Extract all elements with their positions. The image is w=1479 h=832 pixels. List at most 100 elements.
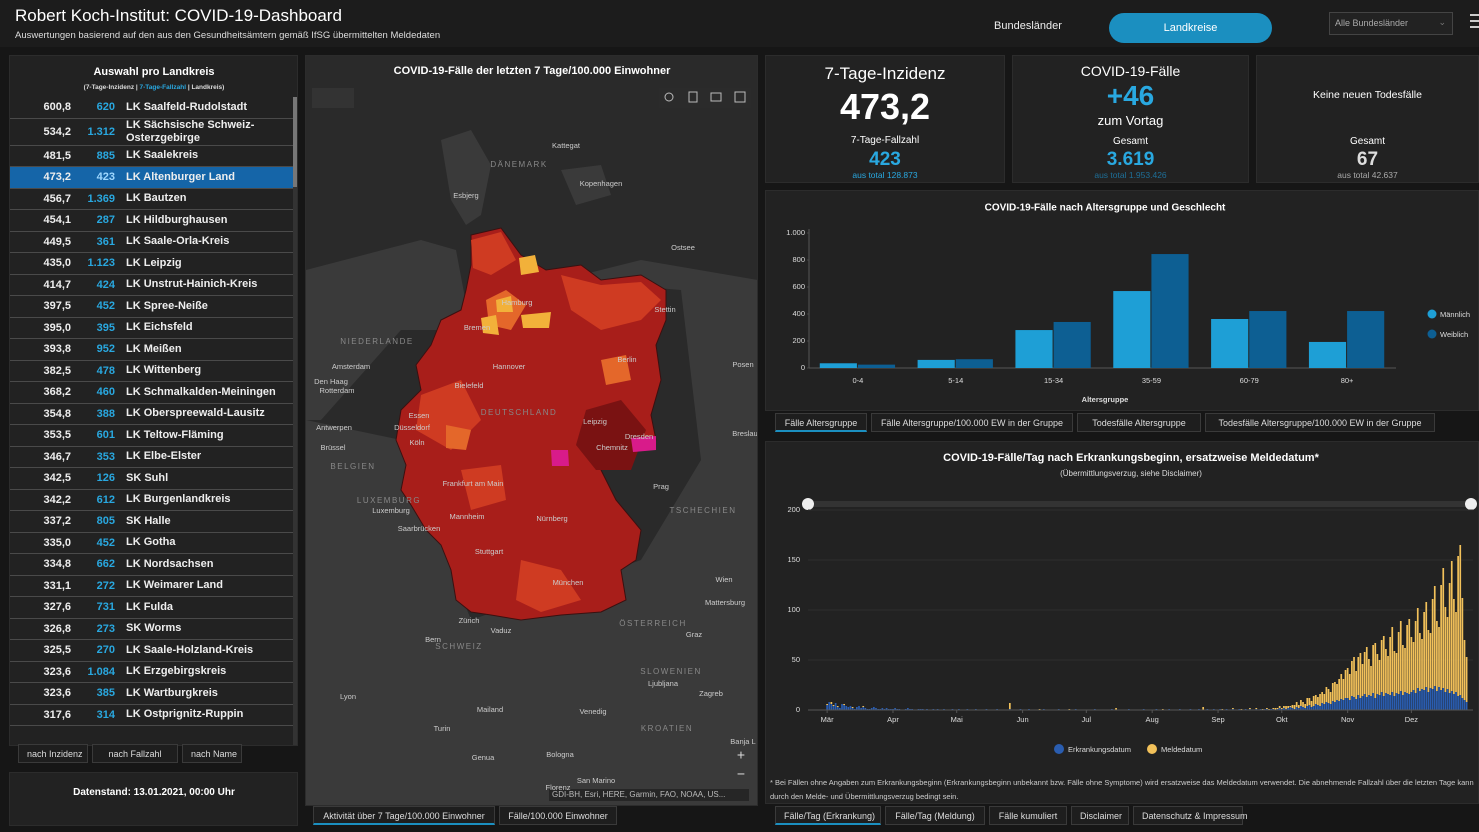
tab-button[interactable]: nach Fallzahl [92, 744, 178, 763]
toolbar-button[interactable] [659, 88, 751, 108]
map-toolbar: + − [312, 88, 751, 782]
county-row[interactable]: 337,2 805 SK Halle [10, 511, 293, 533]
y-tick-label: 150 [787, 555, 800, 564]
range-slider[interactable] [808, 501, 1473, 507]
tab-button[interactable]: Fälle/Tag (Meldung) [885, 806, 985, 825]
kpi-title: 7-Tage-Inzidenz [824, 64, 946, 83]
bar-segment [1293, 705, 1296, 709]
bar-segment [1387, 656, 1389, 694]
bar-segment [1306, 698, 1309, 706]
county-row[interactable]: 534,2 1.312 LK Sächsische Schweiz-Osterzge… [10, 119, 293, 146]
tab-button[interactable]: Datenschutz & Impressum [1133, 806, 1248, 825]
county-row[interactable]: 393,8 952 LK Meißen [10, 339, 293, 361]
toolbar-button[interactable] [312, 88, 354, 108]
search-icon[interactable] [664, 92, 674, 102]
bar-segment [1357, 657, 1360, 695]
scrollbar[interactable] [293, 97, 297, 745]
county-row[interactable]: 323,6 1.084 LK Erzgebirgskreis [10, 662, 293, 683]
tab-button[interactable]: Todesfälle Altersgruppe/100.000 EW in de… [1205, 413, 1435, 432]
county-row[interactable]: 354,8 388 LK Oberspreewald-Lausitz [10, 404, 293, 425]
county-row[interactable]: 481,5 885 LK Saalekreis [10, 146, 293, 167]
header: Robert Koch-Institut: COVID-19-Dashboard… [0, 0, 1479, 47]
county-row[interactable]: 323,6 385 LK Wartburgkreis [10, 683, 293, 705]
case-count: 395 [96, 321, 115, 334]
bar-segment [841, 704, 843, 710]
map-label: Hannover [493, 362, 526, 371]
bar-segment [1008, 703, 1011, 709]
map-label: Mattersburg [705, 598, 745, 607]
map-label: Luxemburg [372, 506, 410, 515]
county-row[interactable]: 368,2 460 LK Schmalkalden-Meiningen [10, 382, 293, 404]
county-row[interactable]: 395,0 395 LK Eichsfeld [10, 318, 293, 339]
tab-button[interactable]: Fälle Altersgruppe/100.000 EW in der Gru… [871, 413, 1073, 432]
x-tick-label: 0-4 [852, 376, 863, 385]
tab-bundeslaender[interactable]: Bundesländer [994, 20, 1062, 32]
county-row[interactable]: 335,0 452 LK Gotha [10, 533, 293, 554]
zoom-out[interactable]: − [737, 766, 745, 782]
dropdown[interactable]: Alle Bundesländer ⌄ [1329, 12, 1453, 35]
county-row[interactable]: 317,6 314 LK Ostprignitz-Ruppin [10, 705, 293, 726]
tab-button[interactable]: Aktivität über 7 Tage/100.000 Einwohner [313, 806, 495, 825]
county-row[interactable]: 327,6 731 LK Fulda [10, 597, 293, 619]
tab-button[interactable]: nach Name [182, 744, 242, 763]
tab-button[interactable]: Disclaimer [1071, 806, 1129, 825]
tab-button[interactable]: Fälle kumuliert [989, 806, 1067, 825]
map-label: Bologna [546, 750, 574, 759]
bar-segment [873, 707, 875, 710]
slider-handle[interactable] [802, 498, 814, 510]
bar-segment [1427, 630, 1430, 692]
case-count: 452 [96, 300, 115, 313]
bar-segment [1365, 697, 1368, 710]
kpi-value: 473,2 [839, 86, 931, 127]
county-row[interactable]: 600,8 620 LK Saalfeld-Rudolstadt [10, 97, 293, 119]
x-tick-label: 80+ [1341, 376, 1354, 385]
zoom-in[interactable]: + [737, 747, 745, 763]
county-row[interactable]: 334,8 662 LK Nordsachsen [10, 554, 293, 576]
kpi-sub-value: 3.619 [1106, 149, 1155, 170]
bar-segment [1342, 700, 1345, 710]
bar-segment [1357, 695, 1360, 710]
tab-landkreise[interactable]: Landkreise [1109, 13, 1272, 43]
bar-segment [1433, 586, 1436, 686]
incidence: 325,5 [43, 644, 71, 657]
county-row[interactable]: 397,5 452 LK Spree-Neiße [10, 296, 293, 318]
county-row[interactable]: 382,5 478 LK Wittenberg [10, 361, 293, 382]
tab-button[interactable]: Todesfälle Altersgruppe [1077, 413, 1201, 432]
grid-icon[interactable] [734, 91, 746, 103]
county-row[interactable]: 346,7 353 LK Elbe-Elster [10, 447, 293, 468]
bar-segment [1314, 704, 1317, 710]
bookmark-icon[interactable] [688, 91, 698, 103]
county-row[interactable]: 473,2 423 LK Altenburger Land [10, 167, 293, 189]
list-icon[interactable] [710, 92, 722, 102]
bar-segment [864, 708, 867, 710]
map-label: KROATIEN [641, 724, 693, 733]
tab-button[interactable]: nach Inzidenz [18, 744, 88, 763]
x-tick-label: Mär [821, 715, 834, 724]
county-row[interactable]: 414,7 424 LK Unstrut-Hainich-Kreis [10, 275, 293, 296]
menu-icon[interactable] [1470, 14, 1479, 28]
county-row[interactable]: 342,5 126 SK Suhl [10, 468, 293, 490]
county-row[interactable]: 454,1 287 LK Hildburghausen [10, 210, 293, 232]
bar [1211, 318, 1249, 368]
county-row[interactable]: 456,7 1.369 LK Bautzen [10, 189, 293, 210]
tab-button[interactable]: Fälle/Tag (Erkrankung) [775, 806, 881, 825]
tab-button[interactable]: Fälle/100.000 Einwohner [499, 806, 617, 825]
county-row[interactable]: 325,5 270 LK Saale-Holzland-Kreis [10, 640, 293, 662]
county-row[interactable]: 353,5 601 LK Teltow-Fläming [10, 425, 293, 447]
land [306, 240, 757, 805]
incidence: 481,5 [43, 149, 71, 162]
county-row[interactable]: 435,0 1.123 LK Leipzig [10, 253, 293, 275]
slider-handle[interactable] [1465, 498, 1477, 510]
county-row[interactable]: 331,1 272 LK Weimarer Land [10, 576, 293, 597]
map-label: Rotterdam [319, 386, 354, 395]
kpi-total: aus total 128.873 [852, 170, 918, 180]
county-row[interactable]: 342,2 612 LK Burgenlandkreis [10, 490, 293, 511]
map-label: Vaduz [491, 626, 512, 635]
bar [857, 364, 896, 368]
county-row[interactable]: 449,5 361 LK Saale-Orla-Kreis [10, 232, 293, 253]
bar-segment [1438, 627, 1440, 687]
bar-segment [1385, 649, 1387, 693]
tab-button[interactable]: Fälle Altersgruppe [775, 413, 867, 432]
county-row[interactable]: 326,8 273 SK Worms [10, 619, 293, 640]
